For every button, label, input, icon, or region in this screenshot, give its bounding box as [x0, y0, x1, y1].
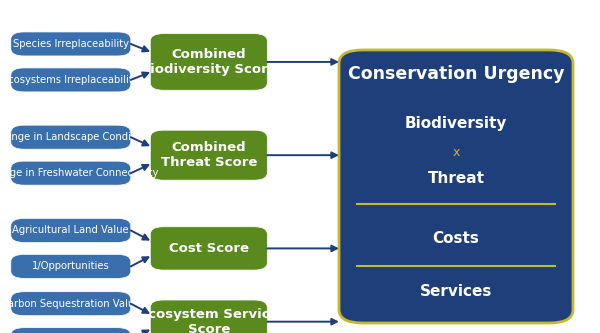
Text: Combined
Threat Score: Combined Threat Score [161, 141, 257, 169]
FancyBboxPatch shape [339, 50, 573, 323]
FancyBboxPatch shape [11, 254, 131, 278]
Text: Ecosystem Service
Score: Ecosystem Service Score [139, 308, 278, 333]
Text: Threat: Threat [427, 171, 485, 186]
Text: Change in Landscape Condition: Change in Landscape Condition [0, 132, 150, 142]
Text: Cost Score: Cost Score [169, 242, 249, 255]
Text: Ecosystems Irreplaceability: Ecosystems Irreplaceability [2, 75, 139, 85]
Text: Agricultural Land Value: Agricultural Land Value [13, 225, 129, 235]
FancyBboxPatch shape [11, 32, 131, 56]
Text: Costs: Costs [433, 231, 479, 246]
FancyBboxPatch shape [11, 161, 131, 185]
FancyBboxPatch shape [150, 34, 267, 90]
Text: Services: Services [420, 284, 492, 299]
FancyBboxPatch shape [11, 328, 131, 333]
FancyBboxPatch shape [11, 68, 131, 92]
FancyBboxPatch shape [11, 218, 131, 242]
Text: 1/Opportunities: 1/Opportunities [32, 261, 110, 271]
Text: Biodiversity: Biodiversity [405, 116, 507, 131]
Text: x: x [452, 146, 460, 159]
FancyBboxPatch shape [150, 130, 267, 180]
Text: Change in Freshwater Connectivity: Change in Freshwater Connectivity [0, 168, 158, 178]
FancyBboxPatch shape [11, 292, 131, 316]
FancyBboxPatch shape [150, 300, 267, 333]
Text: Species Irreplaceability: Species Irreplaceability [13, 39, 129, 49]
Text: Carbon Sequestration Value: Carbon Sequestration Value [1, 299, 140, 309]
FancyBboxPatch shape [11, 125, 131, 149]
FancyBboxPatch shape [150, 227, 267, 270]
Text: Combined
Biodiversity Score: Combined Biodiversity Score [140, 48, 277, 76]
Text: Conservation Urgency: Conservation Urgency [348, 65, 564, 83]
